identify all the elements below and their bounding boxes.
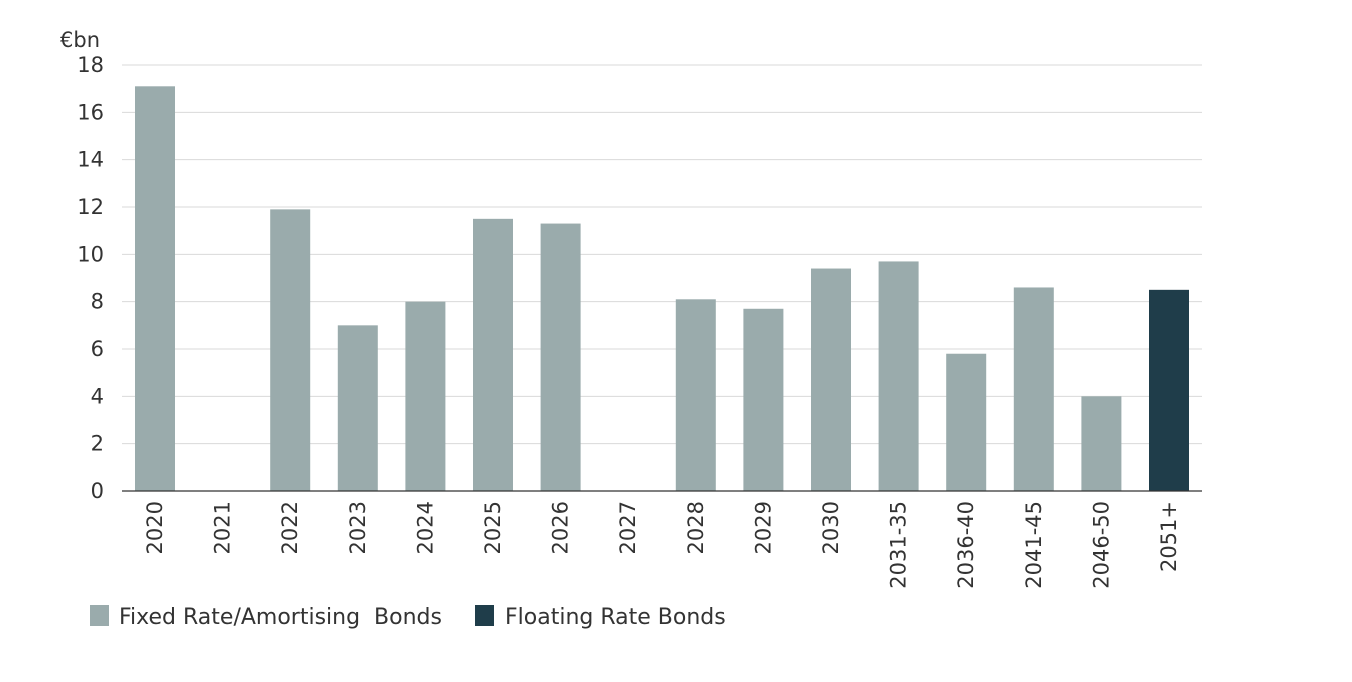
y-tick-label: 8: [91, 290, 104, 314]
bar-fixed-rate: [270, 209, 311, 491]
x-category-label: 2024: [413, 501, 437, 554]
bar-floating-rate: [1149, 289, 1189, 491]
x-category-label: 2025: [481, 501, 505, 554]
x-category-label: 2026: [549, 501, 573, 554]
legend-label-fixed: Fixed Rate/Amortising Bonds: [119, 605, 442, 630]
x-category-label: 2029: [751, 501, 775, 554]
bar-fixed-rate: [337, 325, 378, 491]
x-category-label: 2022: [278, 501, 302, 554]
x-category-label: 2041-45: [1022, 501, 1046, 589]
bar-fixed-rate: [675, 299, 716, 491]
bar-fixed-rate: [135, 86, 175, 492]
legend: Fixed Rate/Amortising Bonds Floating Rat…: [90, 605, 726, 630]
bar-fixed-rate: [1013, 287, 1054, 491]
x-category-label: 2030: [819, 501, 843, 554]
bar-fixed-rate: [743, 308, 784, 491]
bars: [135, 86, 1189, 492]
legend-swatch-floating: [475, 605, 494, 626]
x-category-label: 2023: [346, 501, 370, 554]
y-tick-label: 4: [91, 384, 104, 408]
y-tick-label: 2: [91, 432, 104, 456]
x-category-label: 2051+: [1157, 501, 1181, 572]
bar-fixed-rate: [946, 353, 987, 491]
y-tick-label: 0: [91, 479, 104, 503]
bar-fixed-rate: [1081, 396, 1122, 491]
x-category-label: 2036-40: [954, 501, 978, 589]
y-axis-ticks: 0 2 4 6 8 10 12 14 16 18: [77, 53, 104, 503]
bar-fixed-rate: [405, 301, 446, 491]
y-tick-label: 16: [77, 100, 104, 124]
y-tick-label: 6: [91, 337, 104, 361]
bar-fixed-rate: [473, 218, 513, 492]
x-category-label: 2027: [616, 501, 640, 554]
x-category-label: 2028: [684, 501, 708, 554]
bar-fixed-rate: [540, 223, 581, 492]
legend-label-floating: Floating Rate Bonds: [505, 605, 726, 630]
x-category-label: 2031-35: [887, 501, 911, 589]
y-tick-label: 10: [77, 242, 104, 266]
y-tick-label: 12: [77, 195, 104, 219]
x-category-label: 2046-50: [1089, 501, 1113, 589]
x-category-label: 2021: [211, 501, 235, 554]
y-unit-label: €bn: [60, 28, 100, 52]
y-tick-label: 14: [77, 148, 104, 172]
x-category-label: 2020: [143, 501, 167, 554]
category-labels: 2020 2021 2022 2023 2024 2025 2026 2027 2028 2029…: [143, 501, 1181, 589]
bar-fixed-rate: [878, 261, 919, 491]
bar-fixed-rate: [811, 268, 851, 491]
y-tick-label: 18: [77, 53, 104, 77]
legend-swatch-fixed: [90, 605, 109, 626]
